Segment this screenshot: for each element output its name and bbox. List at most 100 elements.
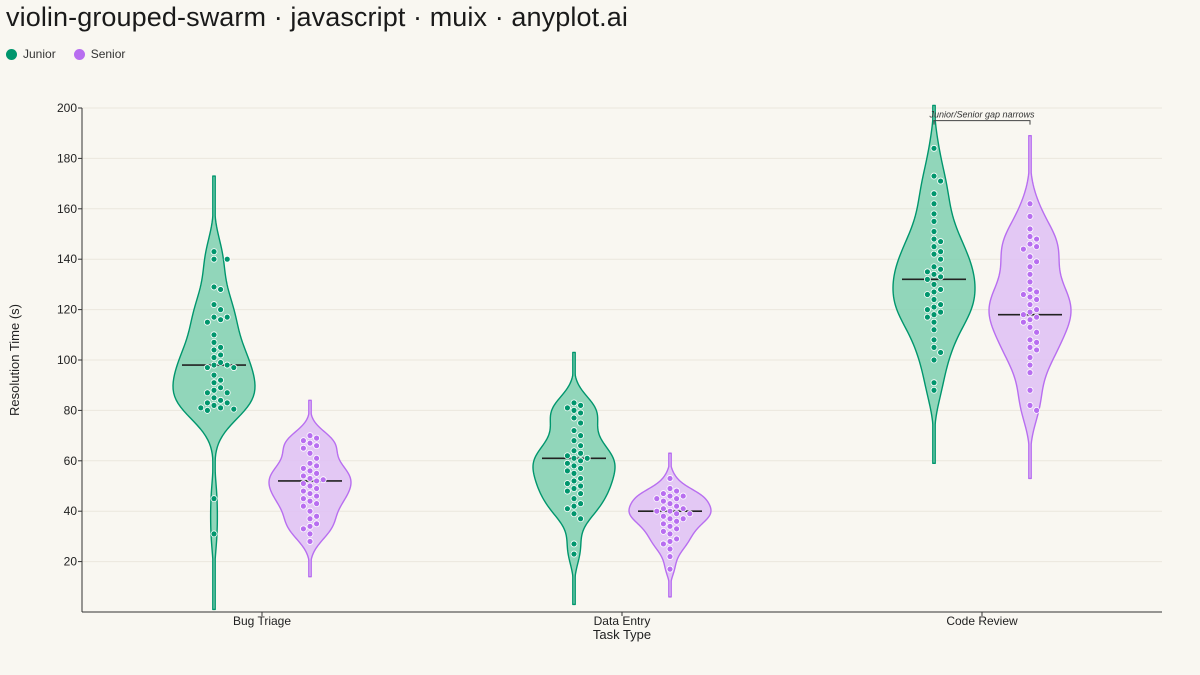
point-junior[interactable] (210, 283, 218, 291)
point-senior[interactable] (660, 505, 667, 513)
point-junior[interactable] (570, 427, 578, 434)
point-junior[interactable] (570, 510, 578, 518)
point-senior[interactable] (666, 553, 674, 560)
point-junior[interactable] (930, 210, 938, 218)
point-senior[interactable] (1026, 354, 1034, 361)
point-senior[interactable] (653, 495, 661, 503)
point-junior[interactable] (930, 343, 938, 351)
point-junior[interactable] (930, 228, 938, 235)
point-senior[interactable] (306, 432, 314, 440)
point-senior[interactable] (1026, 270, 1034, 278)
point-junior[interactable] (937, 238, 944, 245)
point-junior[interactable] (210, 379, 218, 387)
point-senior[interactable] (660, 520, 667, 528)
point-senior[interactable] (1026, 225, 1034, 233)
point-junior[interactable] (210, 354, 218, 361)
point-senior[interactable] (666, 522, 674, 530)
point-senior[interactable] (313, 477, 321, 485)
point-junior[interactable] (937, 177, 944, 185)
point-senior[interactable] (666, 515, 674, 523)
point-senior[interactable] (306, 538, 314, 545)
point-junior[interactable] (217, 286, 225, 293)
point-junior[interactable] (577, 482, 584, 490)
point-senior[interactable] (319, 476, 327, 484)
point-junior[interactable] (564, 459, 571, 467)
point-junior[interactable] (937, 286, 944, 293)
point-senior[interactable] (673, 517, 680, 525)
point-junior[interactable] (930, 318, 938, 326)
point-junior[interactable] (210, 371, 218, 379)
point-junior[interactable] (930, 200, 938, 208)
point-senior[interactable] (1026, 361, 1034, 369)
point-junior[interactable] (937, 265, 944, 273)
point-senior[interactable] (313, 512, 321, 520)
point-junior[interactable] (930, 144, 938, 152)
point-senior[interactable] (299, 437, 307, 445)
point-senior[interactable] (660, 527, 667, 535)
point-senior[interactable] (1033, 313, 1040, 321)
point-junior[interactable] (570, 462, 578, 470)
point-senior[interactable] (1026, 212, 1034, 220)
point-junior[interactable] (930, 235, 938, 243)
point-junior[interactable] (564, 452, 571, 460)
point-junior[interactable] (210, 361, 218, 369)
point-senior[interactable] (1020, 245, 1027, 253)
point-junior[interactable] (570, 495, 578, 503)
point-junior[interactable] (210, 401, 218, 409)
point-junior[interactable] (930, 250, 938, 258)
point-senior[interactable] (673, 510, 680, 518)
point-junior[interactable] (217, 343, 225, 351)
point-junior[interactable] (197, 404, 205, 412)
point-senior[interactable] (673, 495, 680, 503)
point-senior[interactable] (1033, 235, 1040, 243)
point-senior[interactable] (666, 492, 674, 500)
point-junior[interactable] (564, 404, 571, 412)
point-junior[interactable] (570, 437, 578, 445)
point-senior[interactable] (299, 480, 307, 487)
point-senior[interactable] (653, 507, 661, 515)
point-senior[interactable] (306, 482, 314, 490)
point-junior[interactable] (930, 288, 938, 296)
point-junior[interactable] (570, 414, 578, 422)
point-junior[interactable] (210, 386, 218, 394)
point-junior[interactable] (937, 308, 944, 316)
point-junior[interactable] (924, 313, 931, 321)
point-senior[interactable] (1026, 286, 1034, 293)
point-junior[interactable] (930, 172, 938, 180)
point-senior[interactable] (299, 525, 307, 533)
point-senior[interactable] (666, 507, 674, 515)
point-junior[interactable] (577, 490, 584, 497)
point-junior[interactable] (203, 406, 211, 414)
point-senior[interactable] (1026, 386, 1034, 394)
point-senior[interactable] (313, 469, 321, 477)
point-senior[interactable] (666, 475, 674, 482)
point-junior[interactable] (930, 386, 938, 394)
point-senior[interactable] (1033, 338, 1040, 346)
point-senior[interactable] (1033, 346, 1040, 354)
point-senior[interactable] (1026, 200, 1034, 208)
point-junior[interactable] (577, 409, 584, 417)
point-senior[interactable] (660, 490, 667, 497)
point-senior[interactable] (1033, 258, 1040, 266)
point-senior[interactable] (306, 507, 314, 515)
point-junior[interactable] (217, 306, 225, 314)
point-senior[interactable] (299, 464, 307, 472)
point-senior[interactable] (306, 449, 314, 457)
point-senior[interactable] (1020, 318, 1027, 326)
point-junior[interactable] (217, 359, 225, 366)
point-junior[interactable] (937, 255, 944, 263)
point-junior[interactable] (930, 263, 938, 271)
point-junior[interactable] (577, 515, 584, 523)
point-senior[interactable] (1026, 369, 1034, 377)
point-senior[interactable] (313, 434, 321, 442)
point-senior[interactable] (1020, 291, 1027, 298)
point-senior[interactable] (313, 442, 321, 450)
point-senior[interactable] (1026, 293, 1034, 301)
point-senior[interactable] (306, 490, 314, 497)
point-junior[interactable] (583, 454, 591, 462)
point-junior[interactable] (210, 313, 218, 321)
point-senior[interactable] (666, 565, 674, 573)
point-senior[interactable] (673, 502, 680, 510)
point-senior[interactable] (679, 492, 687, 500)
point-senior[interactable] (660, 512, 667, 520)
